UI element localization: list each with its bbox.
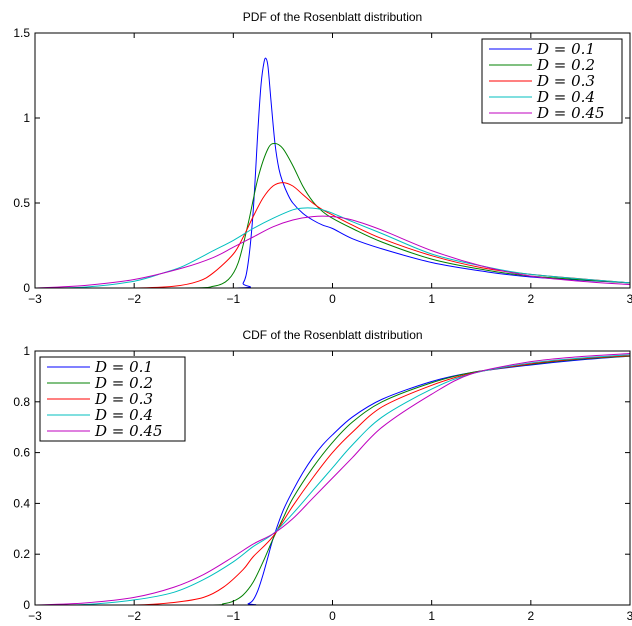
y-tick-label: 0.5 [13, 196, 30, 210]
chart-title: CDF of the Rosenblatt distribution [242, 328, 422, 342]
x-tick-label: 2 [527, 609, 534, 623]
series-line-2 [35, 355, 630, 605]
y-tick-label: 0.4 [13, 496, 30, 510]
x-tick-label: 3 [627, 292, 632, 306]
chart-title: PDF of the Rosenblatt distribution [243, 10, 422, 24]
legend-label: D = 0.1 [536, 40, 595, 58]
legend-label: D = 0.4 [94, 406, 153, 424]
y-tick-label: 1.5 [13, 26, 30, 40]
series-line-5 [35, 215, 630, 288]
legend-label: D = 0.3 [94, 390, 153, 408]
legend-label: D = 0.1 [94, 358, 153, 376]
y-tick-label: 0 [23, 598, 30, 612]
legend: D = 0.1D = 0.2D = 0.3D = 0.4D = 0.45 [481, 38, 623, 124]
series-group [35, 353, 630, 605]
legend: D = 0.1D = 0.2D = 0.3D = 0.4D = 0.45 [39, 356, 186, 442]
series-line-1 [35, 355, 630, 605]
legend-label: D = 0.45 [536, 104, 605, 122]
y-tick-label: 1 [23, 344, 30, 358]
x-tick-label: 1 [428, 609, 435, 623]
x-tick-label: −2 [127, 292, 141, 306]
y-tick-label: 1 [23, 111, 30, 125]
chart-pdf: PDF of the Rosenblatt distribution −3 −2 −1… [13, 10, 632, 306]
x-tick-label: −2 [127, 609, 141, 623]
x-tick-label: −3 [28, 292, 42, 306]
series-line-2 [35, 142, 630, 288]
y-tick-label: 0.6 [13, 446, 30, 460]
x-tick-label: 1 [428, 292, 435, 306]
series-line-4 [35, 207, 630, 288]
chart-cdf: CDF of the Rosenblatt distribution −3 −2 −1… [13, 328, 632, 623]
legend-label: D = 0.45 [94, 422, 163, 440]
x-tick-label: −1 [226, 292, 240, 306]
series-line-5 [35, 353, 630, 605]
series-line-1 [35, 57, 630, 288]
x-tick-label: 2 [527, 292, 534, 306]
y-tick-label: 0.2 [13, 547, 30, 561]
series-group [35, 57, 630, 288]
y-tick-label: 0 [23, 281, 30, 295]
x-tick-label: 0 [329, 609, 336, 623]
legend-label: D = 0.4 [536, 88, 595, 106]
legend-label: D = 0.3 [536, 72, 595, 90]
x-tick-label: −1 [226, 609, 240, 623]
x-tick-label: 3 [627, 609, 632, 623]
y-tick-label: 0.8 [13, 395, 30, 409]
legend-label: D = 0.2 [94, 374, 153, 392]
x-tick-label: 0 [329, 292, 336, 306]
legend-label: D = 0.2 [536, 56, 595, 74]
series-line-3 [35, 182, 630, 288]
x-tick-label: −3 [28, 609, 42, 623]
